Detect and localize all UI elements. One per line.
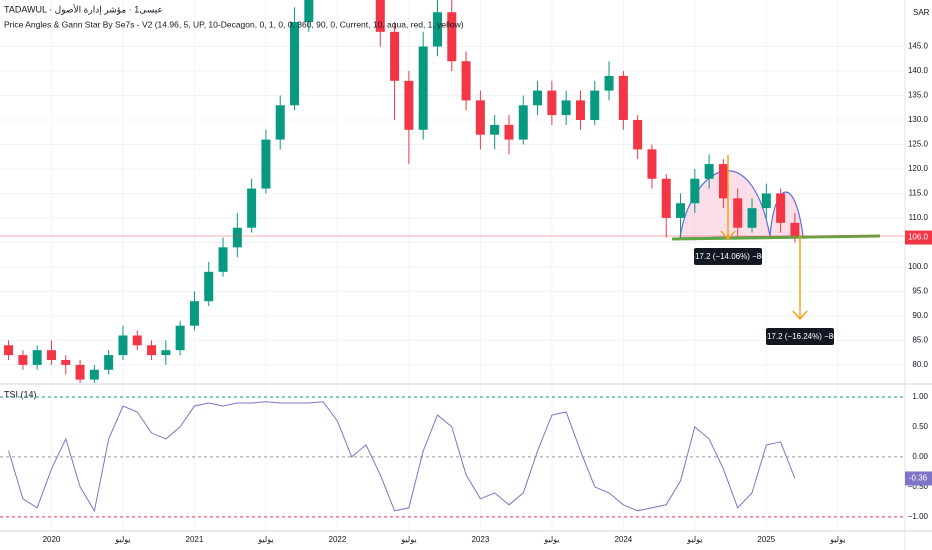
candle-body xyxy=(461,61,471,101)
y-tick-label: 135.0 xyxy=(908,91,929,100)
candle-body xyxy=(490,124,500,135)
x-tick-label: يوليو xyxy=(257,535,273,544)
candle-body xyxy=(790,222,800,238)
candle-body xyxy=(18,355,28,365)
candle-body xyxy=(647,149,657,179)
candle-body xyxy=(432,12,442,47)
y-tick-label: 110.0 xyxy=(909,213,929,222)
annotation-box xyxy=(694,248,762,265)
y-tick-label: 1.00 xyxy=(912,392,928,401)
chart-title: TADAWUL · عيسى1 · مؤشر إدارة الأصول xyxy=(4,3,163,15)
candle-body xyxy=(4,345,14,356)
candle-body xyxy=(518,105,528,140)
candle-body xyxy=(89,369,99,380)
candle-body xyxy=(404,80,414,130)
candle-body xyxy=(175,325,185,351)
candle-body xyxy=(61,359,71,365)
candle-body xyxy=(704,164,714,179)
candle-body xyxy=(275,105,285,140)
candle-body xyxy=(761,193,771,209)
candle-body xyxy=(776,193,786,223)
y-tick-label: 115.0 xyxy=(909,189,929,198)
candle-body xyxy=(633,119,643,150)
arrow-head xyxy=(720,230,736,241)
candle-body xyxy=(733,198,743,228)
candle-body xyxy=(418,46,428,130)
x-tick-label: يوليو xyxy=(686,535,702,544)
last-value-box xyxy=(905,471,932,486)
candle-body xyxy=(375,0,385,32)
y-tick-label: −1.00 xyxy=(908,512,929,521)
x-tick-label: يوليو xyxy=(829,535,845,544)
candle-body xyxy=(447,12,457,62)
x-tick-label: 2021 xyxy=(186,535,204,544)
last-value-label: -0.36 xyxy=(909,474,928,483)
indicator-subtitle: Price Angles & Gann Star By Se7s - V2 (1… xyxy=(4,19,464,29)
arrow-head xyxy=(792,310,808,321)
candle-body xyxy=(561,100,571,116)
candle-body xyxy=(475,100,485,135)
candle-body xyxy=(32,350,42,365)
candle-body xyxy=(147,345,157,356)
y-tick-label: 140.0 xyxy=(908,66,929,75)
candle-body xyxy=(75,364,85,380)
candle-body xyxy=(204,271,214,302)
last-price-box xyxy=(905,230,932,245)
candle-body xyxy=(618,75,628,120)
x-tick-label: يوليو xyxy=(400,535,416,544)
y-tick-label: 125.0 xyxy=(908,140,929,149)
x-tick-label: يوليو xyxy=(543,535,559,544)
candle-body xyxy=(261,139,271,189)
candle-body xyxy=(218,247,228,272)
y-tick-label: 0.00 xyxy=(912,452,928,461)
y-tick-label: 145.0 xyxy=(908,42,929,51)
candle-body xyxy=(590,90,600,120)
candle-body xyxy=(132,335,142,346)
neckline xyxy=(671,234,881,241)
candle-body xyxy=(661,178,671,218)
x-tick-label: يوليو xyxy=(114,535,130,544)
x-tick-label: 2024 xyxy=(614,535,632,544)
candle-body xyxy=(690,178,700,204)
candle-body xyxy=(575,100,585,120)
candle-body xyxy=(676,203,686,218)
tsi-line xyxy=(8,401,796,513)
y-tick-label: 130.0 xyxy=(908,115,929,124)
annotation-box xyxy=(766,328,834,345)
y-tick-label: 120.0 xyxy=(908,164,929,173)
candle-body xyxy=(504,124,514,140)
candle-body xyxy=(161,350,171,356)
candle-body xyxy=(547,90,557,116)
x-tick-label: 2020 xyxy=(43,535,61,544)
candle-body xyxy=(533,90,543,106)
x-tick-label: 2025 xyxy=(757,535,775,544)
candle-body xyxy=(232,227,242,248)
y-tick-label: 95.0 xyxy=(912,287,928,296)
candle-body xyxy=(118,335,128,356)
y-tick-label: 100.0 xyxy=(908,262,929,271)
candle-body xyxy=(46,350,56,360)
y-tick-label: 80.0 xyxy=(912,360,928,369)
y-tick-label: −0.50 xyxy=(908,482,929,491)
annotation: −17.2 (−16.24%) −86 xyxy=(762,332,838,341)
candle-body xyxy=(189,301,199,326)
candle-body xyxy=(290,22,300,106)
x-tick-label: 2022 xyxy=(329,535,347,544)
y-tick-label: 0.50 xyxy=(912,422,928,431)
candle-body xyxy=(718,164,728,199)
candle-body xyxy=(390,31,400,81)
candle-body xyxy=(747,208,757,228)
last-price-label: 106.0 xyxy=(908,233,929,242)
annotation: −17.2 (−14.06%) −86 xyxy=(690,252,766,261)
candle-body xyxy=(304,0,314,23)
candle-body xyxy=(247,188,257,228)
y-tick-label: 90.0 xyxy=(912,311,928,320)
y-tick-label: 85.0 xyxy=(912,335,928,344)
tsi-title: TSI (14) xyxy=(4,389,37,399)
currency: SAR xyxy=(913,8,930,17)
candle-body xyxy=(104,355,114,370)
candle-body xyxy=(604,75,614,91)
x-tick-label: 2023 xyxy=(471,535,489,544)
